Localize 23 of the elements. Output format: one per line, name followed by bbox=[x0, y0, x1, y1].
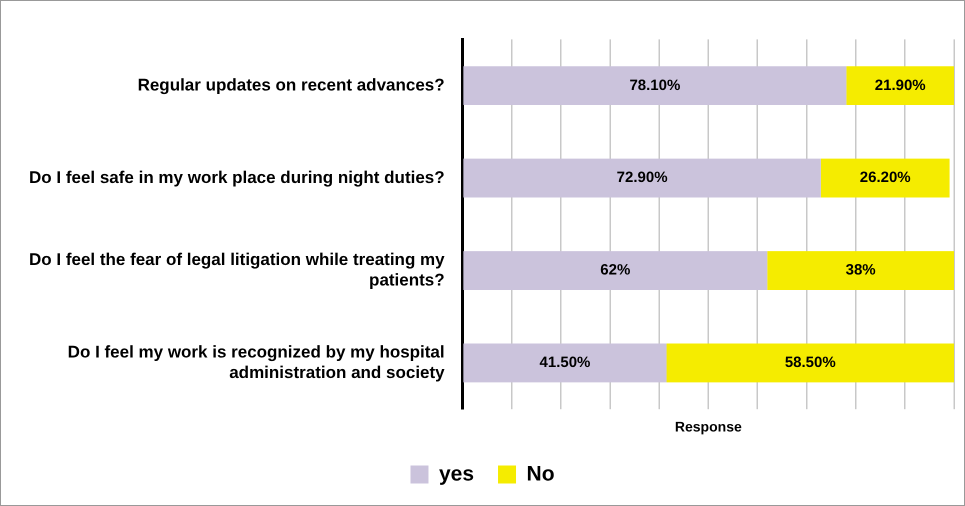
data-label: 72.90% bbox=[616, 169, 668, 186]
bar bbox=[463, 158, 821, 198]
data-label: 78.10% bbox=[629, 76, 680, 94]
legend-label: yes bbox=[438, 462, 474, 486]
y-tick-label: Regular updates on recent advances? bbox=[138, 75, 445, 94]
data-label: 58.50% bbox=[784, 354, 836, 372]
data-label: 41.50% bbox=[540, 354, 590, 372]
x-axis-title: Response bbox=[674, 418, 742, 434]
bar bbox=[666, 344, 954, 382]
data-label: 62% bbox=[600, 262, 630, 279]
y-tick-label: Do I feel safe in my work place during night duties? bbox=[28, 168, 445, 187]
y-tick-label: Do I feel my work is recognized by my hospital administration and society bbox=[68, 342, 446, 382]
y-tick-label: Do I feel the fear of legal litigation while treating my patients? bbox=[28, 250, 446, 290]
data-label: 26.20% bbox=[860, 169, 911, 186]
data-label: 21.90% bbox=[874, 76, 926, 94]
bar bbox=[463, 66, 846, 106]
bar bbox=[820, 158, 950, 198]
bar bbox=[463, 344, 667, 382]
bar bbox=[463, 251, 768, 290]
legend-label: No bbox=[526, 462, 555, 486]
data-label: 38% bbox=[846, 262, 876, 279]
bar bbox=[767, 251, 954, 290]
bar bbox=[846, 66, 954, 106]
